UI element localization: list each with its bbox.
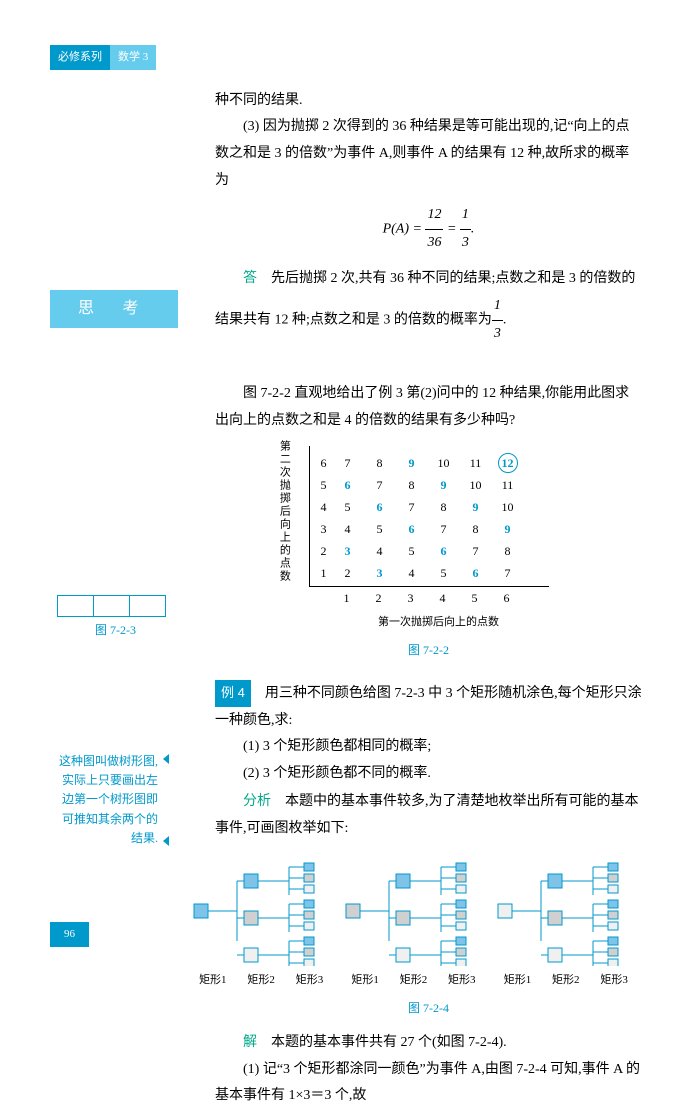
note-text: 这种图叫做树形图,实际上只要画出左边第一个树形图即可推知其余两个的结果. (58, 752, 168, 848)
x-axis-title: 第一次抛掷后向上的点数 (329, 612, 549, 633)
page-number: 96 (50, 922, 89, 947)
solution-label: 解 (243, 1033, 257, 1049)
three-rects-icon (58, 595, 173, 617)
analysis-para: 分析 本题中的基本事件较多,为了清楚地枚举出所有可能的基本事件,可画图枚举如下: (215, 787, 642, 842)
solution-1: (1) 记“3 个矩形都涂同一颜色”为事件 A,由图 7-2-4 可知,事件 A… (215, 1057, 642, 1110)
subject-label: 数学 3 (110, 45, 156, 70)
tree-1: 矩形1矩形2矩形3 (189, 856, 334, 991)
think-heading: 思 考 (50, 290, 178, 328)
think-text: 图 7-2-2 直观地给出了例 3 第(2)问中的 12 种结果,你能用此图求出… (215, 381, 642, 434)
answer-text: 先后抛掷 2 次,共有 36 种不同的结果;点数之和是 3 的倍数的 (271, 271, 635, 286)
page-header: 必修系列 数学 3 (50, 45, 642, 70)
tree-diagrams: 矩形1矩形2矩形3 矩形1矩形2矩形3 矩形1矩形2矩形3 (185, 856, 642, 991)
ex4-q2: (2) 3 个矩形颜色都不同的概率. (215, 761, 642, 788)
fraction-3: 13 (492, 293, 503, 347)
triangle-icon (163, 836, 169, 846)
tree-3: 矩形1矩形2矩形3 (493, 856, 638, 991)
scatter-chart: 第二次抛掷后向上的点数 6789101112567891011456789103… (309, 446, 549, 661)
tree-2: 矩形1矩形2矩形3 (341, 856, 486, 991)
formula-left: P(A) = (383, 222, 422, 237)
answer-para: 答 先后抛掷 2 次,共有 36 种不同的结果;点数之和是 3 的倍数的 (215, 264, 642, 293)
chart-grid: 第二次抛掷后向上的点数 6789101112567891011456789103… (309, 446, 549, 587)
answer-para2: 结果共有 12 种;点数之和是 3 的倍数的概率为13. (215, 293, 642, 347)
y-axis-title: 第二次抛掷后向上的点数 (274, 440, 295, 583)
think-content: 图 7-2-2 直观地给出了例 3 第(2)问中的 12 种结果,你能用此图求出… (215, 381, 642, 662)
fraction-1: 1236 (425, 202, 443, 256)
triangle-icon (163, 754, 169, 764)
answer-label: 答 (243, 269, 257, 285)
ex4-text: 用三种不同颜色给图 7-2-3 中 3 个矩形随机涂色,每个矩形只涂一种颜色,求… (215, 686, 642, 728)
series-label: 必修系列 (50, 45, 110, 70)
figure-label-2: 图 7-2-4 (215, 997, 642, 1020)
text-line: 种不同的结果. (215, 88, 642, 115)
example4: 例 4 用三种不同颜色给图 7-2-3 中 3 个矩形随机涂色,每个矩形只涂一种… (215, 680, 642, 1110)
analysis-text: 本题中的基本事件较多,为了清楚地枚举出所有可能的基本事件,可画图枚举如下: (215, 794, 639, 836)
text-para: (3) 因为抛掷 2 次得到的 36 种结果是等可能出现的,记“向上的点数之和是… (215, 114, 642, 194)
sidebar-fig723: 图 7-2-3 (58, 595, 173, 640)
fraction-2: 13 (460, 202, 471, 256)
figure-label: 图 7-2-2 (309, 639, 549, 662)
ex4-line: 例 4 用三种不同颜色给图 7-2-3 中 3 个矩形随机涂色,每个矩形只涂一种… (215, 680, 642, 734)
formula-pa: P(A) = 1236 = 13. (215, 202, 642, 256)
solution-para: 解 本题的基本事件共有 27 个(如图 7-2-4). (215, 1028, 642, 1057)
example-badge: 例 4 (215, 680, 251, 707)
solution-text: 本题的基本事件共有 27 个(如图 7-2-4). (271, 1035, 507, 1050)
x-labels: 123456 (331, 587, 549, 610)
fig723-label: 图 7-2-3 (58, 621, 173, 640)
sidebar-note: 这种图叫做树形图,实际上只要画出左边第一个树形图即可推知其余两个的结果. (58, 752, 168, 848)
main-content: 种不同的结果. (3) 因为抛掷 2 次得到的 36 种结果是等可能出现的,记“… (215, 88, 642, 347)
ex4-q1: (1) 3 个矩形颜色都相同的概率; (215, 734, 642, 761)
analysis-label: 分析 (243, 792, 271, 808)
